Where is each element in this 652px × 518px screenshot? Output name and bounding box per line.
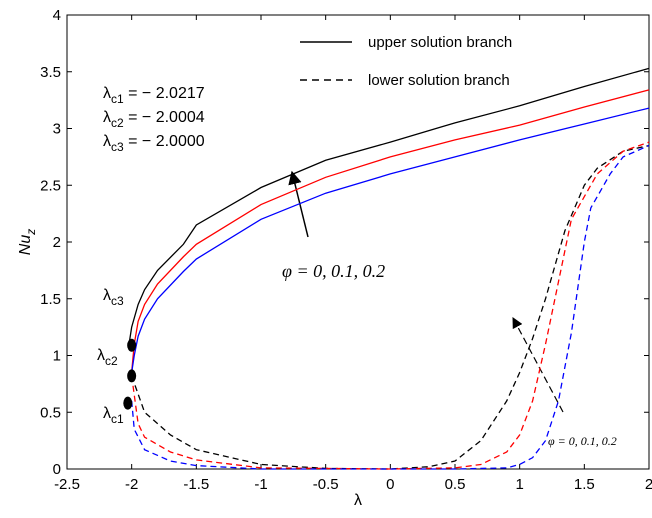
critical-value: λc3 = − 2.0000 <box>103 133 205 154</box>
y-tick-label: 0.5 <box>40 404 61 421</box>
x-tick-label: 2 <box>645 476 652 493</box>
y-tick-label: 2.5 <box>40 177 61 194</box>
point-label: λc2 <box>97 347 118 368</box>
critical-value: λc1 = − 2.0217 <box>103 85 205 106</box>
series-line <box>130 89 650 373</box>
y-tick-label: 2 <box>53 234 61 251</box>
point-label-base: λ <box>97 347 105 364</box>
phi-label: φ = 0, 0.1, 0.2 <box>548 434 617 448</box>
critical-point <box>127 369 137 383</box>
critical-value-sub: c2 <box>111 116 124 130</box>
critical-value-base: λ <box>103 109 111 126</box>
critical-value-base: λ <box>103 133 111 150</box>
critical-point <box>123 396 133 410</box>
point-label-base: λ <box>103 287 111 304</box>
x-axis-label: λ <box>354 492 362 509</box>
critical-value-text: = − 2.0217 <box>124 85 205 102</box>
y-tick-label: 1.5 <box>40 291 61 308</box>
point-label-sub: c3 <box>111 294 124 308</box>
y-axis-label-sub: z <box>24 229 38 236</box>
series-line <box>131 144 650 470</box>
y-axis-label-base: Nu <box>17 235 34 256</box>
legend-label: upper solution branch <box>368 34 512 51</box>
arrow <box>512 317 564 413</box>
point-label-base: λ <box>103 405 111 422</box>
critical-value: λc2 = − 2.0004 <box>103 109 205 130</box>
x-tick-label: 0 <box>386 476 394 493</box>
x-tick-label: -2 <box>125 476 138 493</box>
y-tick-label: 1 <box>53 348 61 365</box>
point-label-sub: c2 <box>105 354 118 368</box>
x-tick-label: 1 <box>515 476 523 493</box>
phi-label: φ = 0, 0.1, 0.2 <box>282 261 385 281</box>
critical-value-base: λ <box>103 85 111 102</box>
x-tick-label: -1.5 <box>183 476 209 493</box>
critical-value-text: = − 2.0000 <box>124 133 205 150</box>
point-label: λc3 <box>103 287 124 308</box>
arrow <box>288 170 309 238</box>
y-axis-label: Nuz <box>17 229 38 255</box>
y-tick-label: 0 <box>53 461 61 478</box>
legend-label: lower solution branch <box>368 72 510 89</box>
y-tick-label: 3.5 <box>40 64 61 81</box>
series-line <box>128 67 650 346</box>
series-line <box>131 107 650 373</box>
x-tick-label: -1 <box>254 476 267 493</box>
series-line <box>131 144 650 470</box>
point-label-sub: c1 <box>111 412 124 426</box>
critical-value-sub: c3 <box>111 140 124 154</box>
y-tick-label: 4 <box>53 7 61 24</box>
critical-value-sub: c1 <box>111 92 124 106</box>
x-tick-label: -0.5 <box>313 476 339 493</box>
x-tick-label: 1.5 <box>574 476 595 493</box>
point-label: λc1 <box>103 405 124 426</box>
x-tick-label: 0.5 <box>445 476 466 493</box>
critical-value-text: = − 2.0004 <box>124 109 205 126</box>
x-tick-label: -2.5 <box>54 476 80 493</box>
critical-point <box>127 338 137 352</box>
y-tick-label: 3 <box>53 121 61 138</box>
series-line <box>131 141 650 470</box>
